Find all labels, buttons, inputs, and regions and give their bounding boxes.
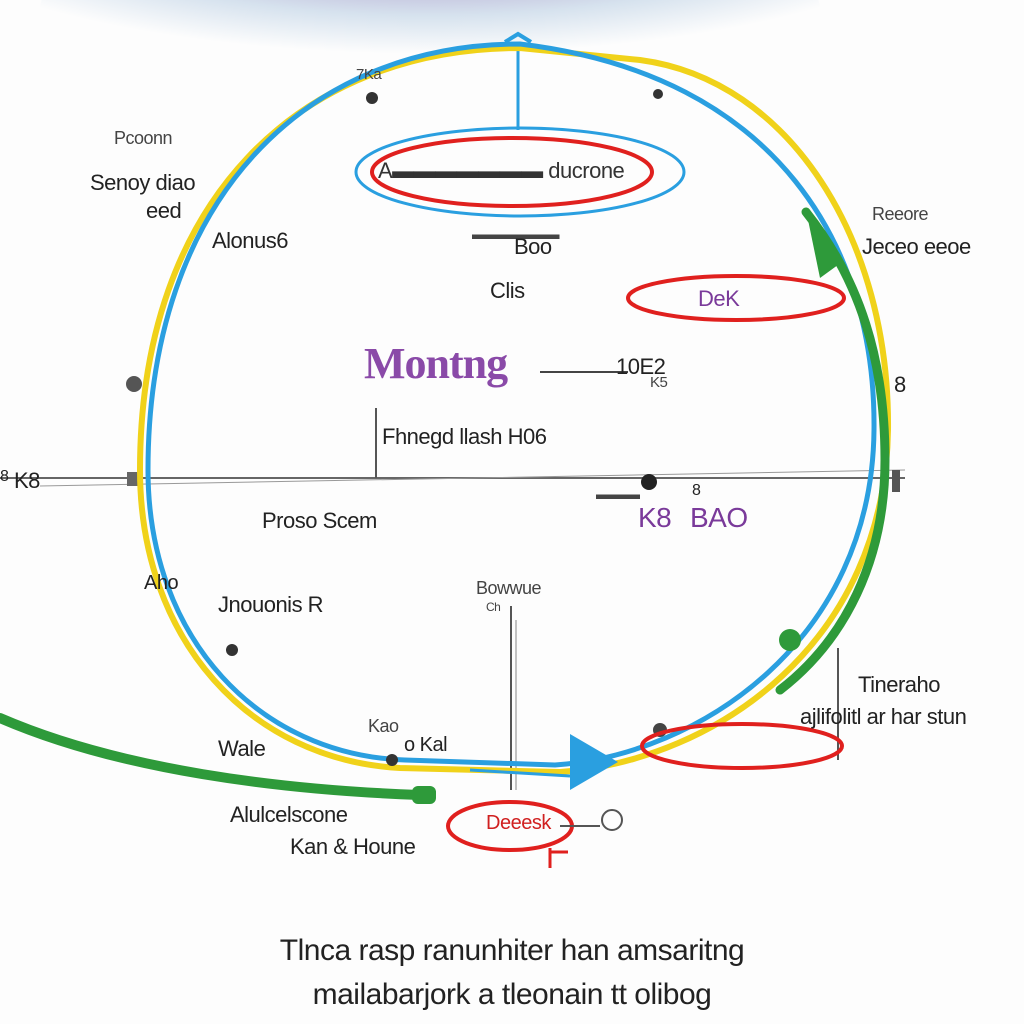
green-arrow-head [806,210,842,278]
caption-line-1: Tlnca rasp ranunhiter han amsaritng [279,934,745,967]
center-side-number: 10E2 [616,354,666,379]
top-left-label-2b: eed [146,198,182,223]
caption-line-2: mailabarjork a tleonain tt olibog [312,978,712,1011]
ring-node-left [126,376,142,392]
sub-label-2: Boo [514,234,552,259]
top-red-oval [370,136,654,208]
top-right-label-2: Jeceo eeoe [862,234,971,259]
mid-label-small: Ch [486,600,501,614]
ring-node-bottom [386,754,398,766]
bottom-left-label-1: Alulcelscone [230,802,348,827]
right-red-oval-label: DeK [698,286,740,311]
right-low-label-2: ajlifolitl ar har stun [800,704,967,729]
proc-label: Proso Scem [262,508,377,533]
top-left-label-2a: Senoy diao [90,170,196,195]
left-low-label-3: o Kal [404,734,448,756]
bottom-red-label: Deeesk [486,812,551,834]
ring-node-top-left [366,92,378,104]
lower-right-red-oval [640,722,844,770]
top-left-label-1: Pcoonn [114,128,173,148]
top-arrow-notch [503,31,533,44]
green-arc-end [412,786,436,804]
left-label-3: Alonus6 [212,228,289,253]
blue-arrow-bridge [469,768,571,778]
cycle-blue-ring [145,41,877,768]
left-low-label-2: Kao [368,716,399,736]
horizontal-axis-shadow [39,469,906,487]
right-axis-label-b: BAO [690,502,748,533]
ring-node-lower-left [226,644,238,656]
axis-left-mark: 8 [0,468,9,485]
axis-right-tick [892,470,900,492]
ring-node-top-right [653,89,663,99]
left-low-label-1: Wale [218,736,266,761]
axis-left-label: K8 [14,468,40,493]
sub-label-1: ▬▬▬▬▬▬ [472,226,560,243]
mid-label: Bowwue [476,578,542,598]
left-mid-label-b: Jnouonis R [218,592,324,617]
right-point-label: 8 [894,372,906,397]
cycle-green-arc [775,207,890,695]
center-small-label: Clis [490,278,525,303]
center-side-sub: K5 [650,374,668,391]
axis-caption: Fhnegd llash H06 [382,424,547,449]
top-oval-label: A▬▬▬▬▬▬▬ ducrone [378,158,625,183]
left-mid-label-a: Aho [144,572,179,594]
top-blue-oval [354,126,686,218]
right-axis-label-a: K8 [638,502,672,533]
green-lower-arc [0,713,425,800]
top-tick-left: 7Ka [356,66,382,83]
top-right-label-1: Reeore [872,204,929,224]
bottom-marker [601,809,623,831]
center-title: Montng [364,339,508,388]
ring-node-right [779,629,801,651]
axis-center-point [641,474,657,490]
blue-arrow-head [570,734,618,790]
right-axis-mark: 8 [692,482,701,499]
right-axis-small: ▬▬▬ [596,486,640,503]
bottom-left-label-2: Kan & Houne [290,834,416,859]
right-low-label-1: Tineraho [858,672,941,697]
right-red-oval [626,274,846,322]
